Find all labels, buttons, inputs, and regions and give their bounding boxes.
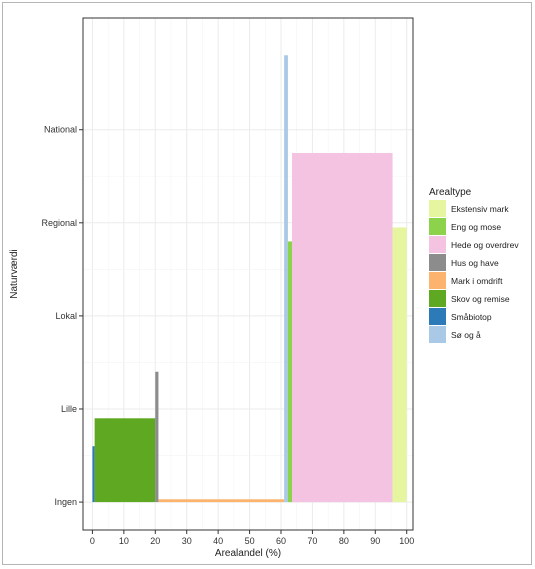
legend-key (429, 290, 446, 307)
y-tick-label: Regional (41, 218, 77, 228)
legend-label: Sø og å (451, 330, 481, 340)
bar (92, 446, 95, 503)
y-axis: Ingen Lille Lokal Regional National (41, 125, 83, 507)
legend-label: Eng og mose (451, 222, 501, 232)
panel-border (82, 17, 414, 531)
x-tick-label: 0 (90, 536, 95, 546)
legend-key (429, 308, 446, 325)
legend-title: Arealtype (429, 187, 472, 198)
x-tick-label: 50 (245, 536, 255, 546)
legend-label: Småbiotop (451, 312, 492, 322)
x-tick-label: 100 (399, 536, 414, 546)
y-axis-title: Naturværdi (9, 249, 20, 298)
bar (94, 418, 156, 503)
panel-border-rect (82, 17, 414, 531)
bar (392, 227, 407, 503)
legend-label: Hede og overdrev (451, 240, 519, 250)
bar (155, 371, 159, 503)
legend-key (429, 200, 446, 217)
x-axis: 0 10 20 30 40 50 60 70 80 90 100 (90, 530, 414, 546)
legend-key (429, 218, 446, 235)
x-tick-label: 40 (213, 536, 223, 546)
legend-label: Mark i omdrift (451, 276, 503, 286)
legend-label: Ekstensiv mark (451, 204, 509, 214)
y-tick-label: Lille (61, 404, 77, 414)
bar (284, 55, 288, 503)
y-tick-label: Lokal (55, 311, 77, 321)
chart: 0 10 20 30 40 50 60 70 80 90 100 Ingen Lille Lokal Re… (9, 17, 519, 559)
x-tick-label: 10 (119, 536, 129, 546)
y-tick-label: Ingen (54, 497, 77, 507)
legend-label: Hus og have (451, 258, 499, 268)
x-tick-label: 90 (370, 536, 380, 546)
x-tick-label: 80 (339, 536, 349, 546)
legend-key (429, 236, 446, 253)
legend-key (429, 254, 446, 271)
bar (292, 152, 393, 503)
x-tick-label: 20 (150, 536, 160, 546)
legend-label: Skov og remise (451, 294, 510, 304)
bar (287, 241, 292, 503)
bars (92, 55, 407, 503)
y-tick-label: National (44, 125, 77, 135)
legend-key (429, 326, 446, 343)
x-axis-title: Arealandel (%) (215, 548, 281, 559)
legend-key (429, 272, 446, 289)
x-tick-label: 60 (276, 536, 286, 546)
x-tick-label: 30 (182, 536, 192, 546)
x-tick-label: 70 (307, 536, 317, 546)
legend: Arealtype Ekstensiv mark Eng og mose Hede … (429, 187, 519, 343)
bar (158, 499, 285, 503)
